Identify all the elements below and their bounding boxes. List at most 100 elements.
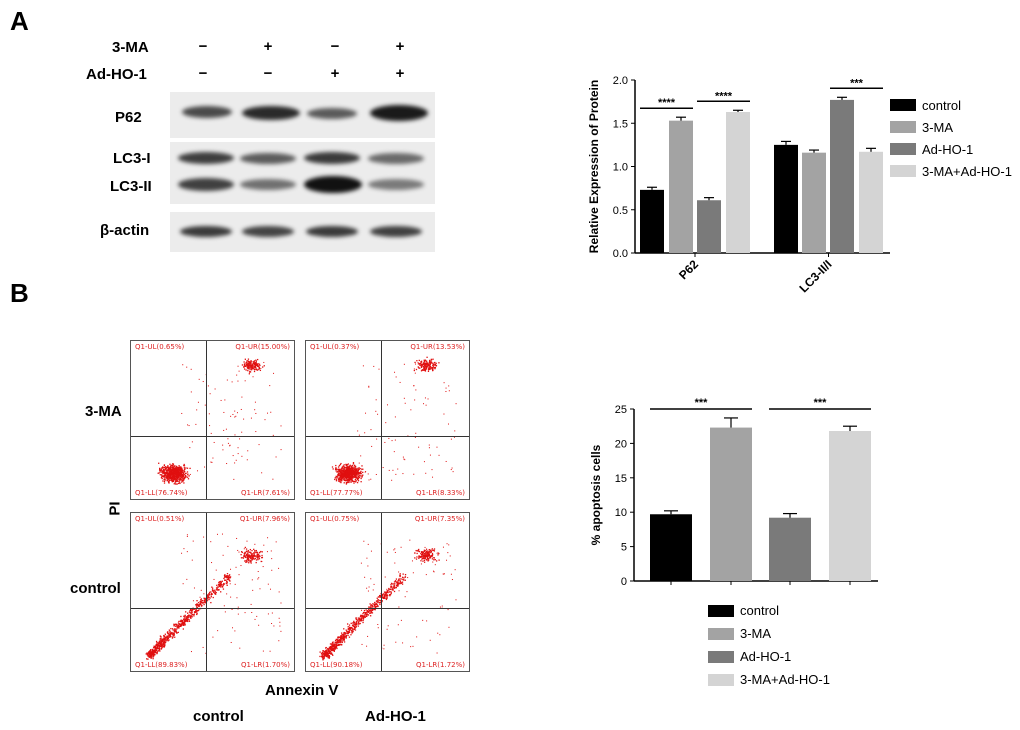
chart2-bar-control — [650, 514, 692, 581]
chart1-legend-swatch-3-ma-ad-ho-1 — [890, 165, 916, 177]
panel-label-a: A — [10, 6, 29, 36]
chart1-legend-label-control: control — [922, 98, 961, 113]
quadrant-gate-vertical — [381, 513, 382, 671]
chart1-legend-label-ad-ho-1: Ad-HO-1 — [922, 142, 973, 157]
blot-strip-p62 — [170, 92, 435, 138]
chart1-legend-swatch-3-ma — [890, 121, 916, 133]
blot-row-adho1-label: Ad-HO-1 — [86, 66, 147, 83]
quadrant-label-ll: Q1-LL(76.74%) — [135, 489, 188, 497]
legend2-label-combo: 3-MA+Ad-HO-1 — [740, 672, 830, 687]
chart1-y-tick-label: 1.0 — [613, 162, 628, 174]
sign-adho1-lane2: − — [263, 65, 273, 82]
quadrant-label-lr: Q1-LR(8.33%) — [416, 489, 465, 497]
chart1-y-axis-label: Relative Expression of Protein — [587, 80, 601, 253]
band-label-beta-actin: β-actin — [100, 222, 150, 239]
chart2-y-tick-label: 25 — [615, 404, 627, 416]
quadrant-label-ul: Q1-UL(0.65%) — [135, 343, 185, 351]
chart2-bar-ad-ho-1 — [769, 517, 811, 581]
band-label-p62: P62 — [115, 109, 142, 126]
band-lc3i-lane3 — [304, 152, 360, 164]
flow-plot-2: Q1-UL(0.37%) Q1-UR(13.53%) Q1-LL(77.77%) Q1… — [305, 340, 470, 500]
chart2-y-tick-label: 15 — [615, 473, 627, 485]
chart1-bar-control-p62 — [640, 189, 664, 253]
quadrant-gate-horizontal — [131, 436, 294, 437]
band-lc3i-lane1 — [178, 152, 234, 164]
quadrant-label-ll: Q1-LL(77.77%) — [310, 489, 363, 497]
quadrant-gate-horizontal — [306, 436, 469, 437]
band-lc3ii-lane2 — [240, 179, 296, 190]
legend2-swatch-control — [708, 605, 734, 617]
blot-strip-lc3 — [170, 142, 435, 204]
protein-expression-chart: 0.0 0.5 1.0 1.5 2.0 Relative Expression of Pr… — [587, 75, 1012, 295]
chart2-bar-3-ma-ad-ho-1 — [829, 431, 871, 581]
sign-adho1-lane3: + — [330, 65, 340, 82]
legend2-swatch-combo — [708, 674, 734, 686]
legend2-label-adho1: Ad-HO-1 — [740, 649, 792, 664]
legend2-label-control: control — [740, 603, 780, 618]
chart1-bar-control-lc3-ii-i — [774, 144, 798, 253]
flow-plot-1: Q1-UL(0.65%) Q1-UR(15.00%) Q1-LL(76.74%) Q1… — [130, 340, 295, 500]
quadrant-label-ll: Q1-LL(89.83%) — [135, 661, 188, 669]
apoptosis-chart: 0 5 10 15 20 25 % apoptosis cells *** *** — [589, 397, 878, 588]
sign-3ma-lane3: − — [330, 38, 340, 55]
blot-strip-actin — [170, 212, 435, 252]
quadrant-label-ur: Q1-UR(15.00%) — [235, 343, 290, 351]
legend2-label-3ma: 3-MA — [740, 626, 772, 641]
chart1-bar-ad-ho-1-p62 — [697, 200, 721, 253]
flow-scatter-points — [319, 539, 457, 661]
quadrant-gate-horizontal — [131, 608, 294, 609]
flow-y-axis-label: PI — [106, 501, 124, 516]
chart1-bar-3-ma-p62 — [669, 120, 693, 253]
flow-col-label-control: control — [193, 708, 244, 725]
blot-row-3ma-label: 3-MA — [112, 39, 149, 56]
quadrant-label-lr: Q1-LR(7.61%) — [241, 489, 290, 497]
legend2-swatch-3ma — [708, 628, 734, 640]
legend2-swatch-adho1 — [708, 651, 734, 663]
chart2-y-tick-label: 5 — [621, 542, 627, 554]
flow-scatter-points — [331, 356, 457, 485]
quadrant-gate-horizontal — [306, 608, 469, 609]
chart1-bar-ad-ho-1-lc3-ii-i — [830, 99, 854, 253]
band-actin-lane1 — [180, 226, 232, 237]
quadrant-gate-vertical — [206, 341, 207, 499]
band-lc3ii-lane4 — [368, 179, 424, 190]
quadrant-label-ul: Q1-UL(0.75%) — [310, 515, 360, 523]
band-lc3ii-lane1 — [178, 178, 234, 191]
flow-scatter-points — [145, 533, 282, 660]
band-label-lc3-i: LC3-I — [113, 150, 151, 167]
chart1-x-tick-label: LC3-II/I — [796, 257, 834, 295]
chart2-y-tick-label: 0 — [621, 576, 627, 588]
chart1-bar-3-ma-ad-ho-1-lc3-ii-i — [859, 151, 883, 253]
chart1-legend-label-3-ma: 3-MA — [922, 120, 953, 135]
flow-plot-3: Q1-UL(0.51%) Q1-UR(7.96%) Q1-LL(89.83%) Q1-… — [130, 512, 295, 672]
band-actin-lane2 — [242, 226, 294, 237]
chart1-legend-swatch-ad-ho-1 — [890, 143, 916, 155]
quadrant-label-ll: Q1-LL(90.18%) — [310, 661, 363, 669]
chart2-significance-label: *** — [695, 397, 709, 409]
flow-plot-4: Q1-UL(0.75%) Q1-UR(7.35%) Q1-LL(90.18%) Q1-… — [305, 512, 470, 672]
band-lc3ii-lane3 — [304, 176, 362, 193]
band-p62-lane3 — [307, 108, 357, 119]
quadrant-gate-vertical — [381, 341, 382, 499]
band-p62-lane1 — [182, 106, 232, 118]
chart1-significance-label: **** — [658, 97, 676, 109]
band-label-lc3-ii: LC3-II — [110, 178, 152, 195]
quadrant-label-ur: Q1-UR(13.53%) — [410, 343, 465, 351]
chart1-y-tick-label: 0.0 — [613, 248, 628, 260]
chart1-y-tick-label: 0.5 — [613, 205, 628, 217]
quadrant-label-lr: Q1-LR(1.70%) — [241, 661, 290, 669]
quadrant-label-ur: Q1-UR(7.96%) — [239, 515, 290, 523]
band-actin-lane3 — [306, 226, 358, 237]
quadrant-label-ul: Q1-UL(0.51%) — [135, 515, 185, 523]
chart2-bar-3-ma — [710, 427, 752, 581]
band-p62-lane2 — [242, 106, 300, 120]
chart1-bar-3-ma-ad-ho-1-p62 — [726, 112, 750, 253]
band-lc3i-lane4 — [368, 153, 424, 164]
chart1-x-tick-label: P62 — [676, 257, 701, 282]
quadrant-label-lr: Q1-LR(1.72%) — [416, 661, 465, 669]
quadrant-label-ur: Q1-UR(7.35%) — [414, 515, 465, 523]
chart1-significance-label: *** — [850, 77, 864, 89]
quadrant-label-ul: Q1-UL(0.37%) — [310, 343, 360, 351]
chart1-legend-swatch-control — [890, 99, 916, 111]
sign-adho1-lane1: − — [198, 65, 208, 82]
